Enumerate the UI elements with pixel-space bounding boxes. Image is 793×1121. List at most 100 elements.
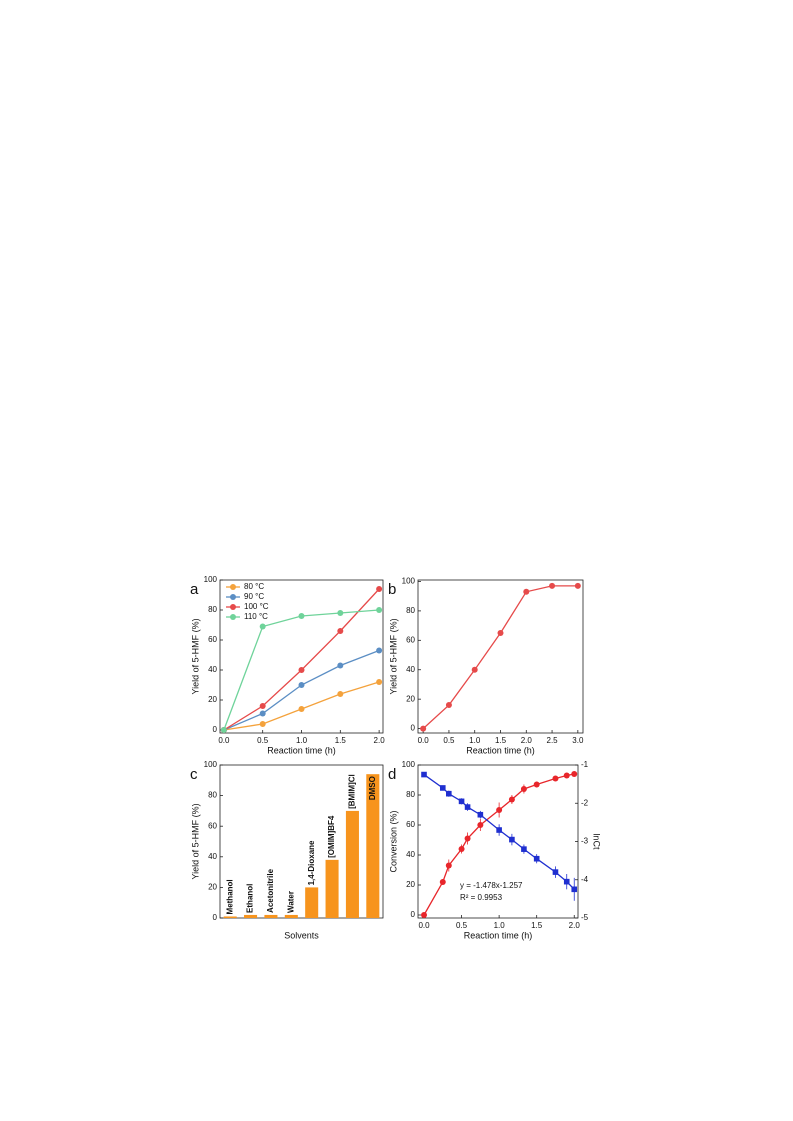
marker	[520, 786, 527, 792]
bar	[223, 916, 237, 918]
annotation: R² = 0.9953	[460, 893, 503, 902]
category-label: DMSO	[368, 776, 377, 800]
marker	[445, 702, 452, 709]
category-label: Methanol	[225, 879, 234, 914]
y-tick-label: 60	[406, 635, 415, 644]
marker	[574, 582, 581, 589]
category-label: [BMIM]Cl	[348, 774, 357, 809]
category-label: Water	[286, 891, 295, 913]
x-tick-label: 1.0	[469, 736, 481, 745]
y2-tick-label: -5	[581, 913, 589, 922]
x-axis-label: Solvents	[284, 930, 319, 940]
marker	[464, 835, 471, 842]
marker	[571, 886, 578, 893]
marker	[337, 628, 344, 634]
x-tick-label: 2.0	[374, 736, 386, 745]
marker	[563, 772, 570, 779]
y-tick-label: 80	[208, 605, 217, 614]
marker	[549, 582, 556, 589]
panel-label: c	[190, 766, 198, 783]
category-label: [OMIM]BF4	[327, 815, 336, 858]
marker	[421, 771, 427, 778]
marker	[508, 796, 515, 803]
marker	[477, 822, 484, 828]
marker	[337, 691, 344, 697]
y2-tick-label: -1	[581, 760, 589, 769]
marker	[376, 586, 383, 592]
x-tick-label: 0.5	[257, 736, 269, 745]
marker	[533, 855, 540, 862]
panel-label: b	[388, 581, 396, 598]
y-tick-label: 20	[208, 883, 217, 892]
marker	[458, 846, 465, 852]
marker	[259, 721, 266, 727]
marker	[259, 623, 266, 630]
marker	[337, 610, 344, 616]
marker	[571, 771, 578, 777]
y-tick-label: 80	[208, 791, 217, 800]
marker	[420, 725, 427, 732]
legend-marker	[230, 594, 236, 600]
y-tick-label: 80	[406, 606, 415, 615]
x-axis-label: Reaction time (h)	[267, 745, 336, 755]
y-axis-label: Yield of 5-HMF (%)	[388, 618, 398, 694]
bar	[305, 887, 319, 918]
legend-marker	[230, 584, 236, 590]
plot-frame	[219, 764, 384, 919]
x-tick-label: 2.0	[521, 736, 533, 745]
marker	[376, 607, 383, 613]
legend-label: 90 °C	[244, 592, 264, 601]
x-tick-label: 0.0	[418, 736, 430, 745]
marker	[497, 629, 504, 636]
x-tick-label: 2.0	[569, 921, 581, 930]
y-tick-label: 0	[213, 725, 218, 734]
y-tick-label: 100	[402, 760, 416, 769]
marker	[458, 798, 465, 805]
bar	[284, 914, 298, 918]
x-tick-label: 1.5	[531, 921, 543, 930]
annotation: y = -1.478x-1.257	[460, 881, 523, 890]
marker	[496, 807, 503, 813]
marker	[496, 827, 502, 833]
y-tick-label: 40	[208, 665, 217, 674]
category-label: 1,4-Dioxane	[307, 840, 316, 885]
y-tick-label: 20	[406, 880, 415, 889]
marker	[421, 912, 428, 918]
y-tick-label: 100	[204, 760, 218, 769]
legend-label: 110 °C	[244, 612, 268, 621]
marker	[533, 781, 540, 788]
y2-tick-label: -2	[581, 798, 589, 807]
marker	[298, 667, 305, 673]
y-tick-label: 80	[406, 790, 415, 799]
y-tick-label: 20	[208, 695, 217, 704]
y-axis-label: Yield of 5-HMF (%)	[190, 803, 200, 879]
marker	[220, 727, 227, 733]
category-label: Acetonitrile	[266, 868, 275, 913]
category-label: Ethanol	[246, 884, 255, 913]
panel-label: d	[388, 766, 396, 783]
marker	[259, 710, 266, 717]
marker	[337, 662, 344, 669]
marker	[439, 879, 446, 885]
x-tick-label: 0.0	[418, 921, 430, 930]
marker	[298, 682, 305, 688]
y2-tick-label: -4	[581, 875, 589, 884]
y-tick-label: 0	[411, 724, 416, 733]
series-line	[223, 649, 380, 731]
bar	[325, 859, 339, 918]
legend-marker	[230, 614, 236, 620]
x-axis-label: Reaction time (h)	[466, 745, 535, 755]
y-tick-label: 100	[402, 577, 416, 586]
y-tick-label: 60	[208, 635, 217, 644]
marker	[552, 869, 559, 875]
legend-label: 80 °C	[244, 582, 264, 591]
y-tick-label: 100	[204, 575, 218, 584]
bar	[366, 774, 380, 918]
marker	[552, 775, 559, 782]
legend-label: 100 °C	[244, 602, 269, 611]
marker	[439, 785, 446, 791]
y2-tick-label: -3	[581, 837, 589, 846]
marker	[509, 836, 515, 843]
x-tick-label: 0.5	[443, 736, 455, 745]
